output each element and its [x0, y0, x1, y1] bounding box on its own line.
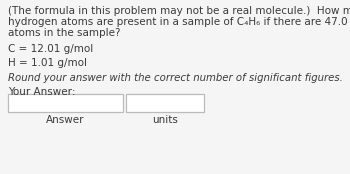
FancyBboxPatch shape — [126, 94, 204, 112]
Text: H = 1.01 g/mol: H = 1.01 g/mol — [8, 58, 87, 68]
Text: atoms in the sample?: atoms in the sample? — [8, 28, 120, 38]
Text: Round your answer with the correct number of significant figures.: Round your answer with the correct numbe… — [8, 73, 343, 83]
Text: units: units — [152, 115, 178, 125]
Text: C = 12.01 g/mol: C = 12.01 g/mol — [8, 44, 93, 54]
Text: (The formula in this problem may not be a real molecule.)  How many grams of: (The formula in this problem may not be … — [8, 6, 350, 16]
Text: hydrogen atoms are present in a sample of C₄H₆ if there are 47.0 moles of carbon: hydrogen atoms are present in a sample o… — [8, 17, 350, 27]
Text: Answer: Answer — [46, 115, 84, 125]
Text: Your Answer:: Your Answer: — [8, 87, 76, 97]
FancyBboxPatch shape — [8, 94, 123, 112]
